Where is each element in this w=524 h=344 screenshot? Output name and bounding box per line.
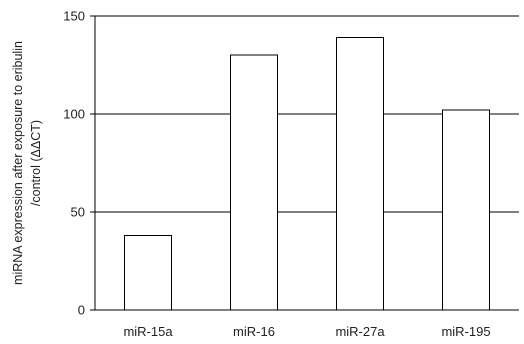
bar-miR-16 (231, 55, 278, 310)
y-tick-label-0: 0 (78, 303, 85, 318)
x-tick-labels: miR-15a miR-16 miR-27a miR-195 (123, 324, 490, 339)
x-tick-label-miR-15a: miR-15a (123, 324, 173, 339)
bar-miR-27a (337, 38, 384, 310)
x-tick-label-miR-195: miR-195 (441, 324, 490, 339)
bar-miR-195 (443, 110, 490, 310)
y-tick-label-50: 50 (71, 205, 85, 220)
y-tick-label-100: 100 (63, 107, 85, 122)
y-tick-labels: 0 50 100 150 (63, 9, 85, 318)
y-axis-title: miRNA expression after exposure to eribu… (11, 41, 43, 285)
x-tick-label-miR-27a: miR-27a (335, 324, 385, 339)
y-tick-label-150: 150 (63, 9, 85, 24)
y-axis-title-line1: miRNA expression after exposure to eribu… (11, 41, 25, 285)
y-axis-title-line2: /control (ΔΔCT) (29, 120, 43, 206)
bar-miR-15a (125, 236, 172, 310)
bars (125, 38, 490, 310)
x-tick-label-miR-16: miR-16 (233, 324, 275, 339)
